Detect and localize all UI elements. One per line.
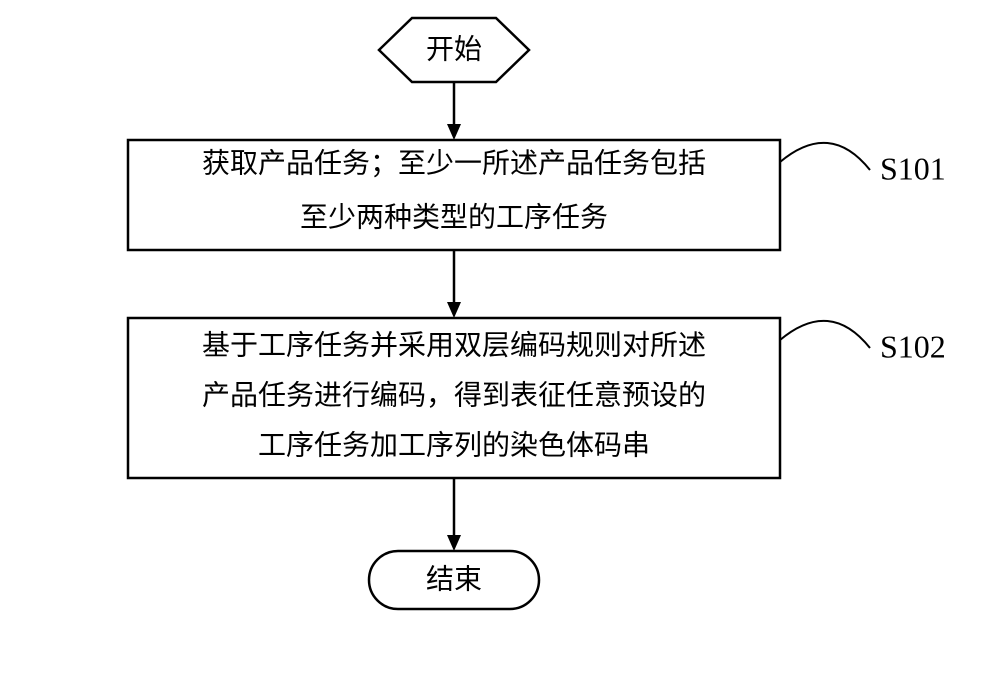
flowchart-canvas: 开始获取产品任务；至少一所述产品任务包括至少两种类型的工序任务基于工序任务并采用… [0, 0, 1000, 685]
callout-label: S101 [880, 150, 946, 186]
start-terminator-label: 开始 [426, 33, 482, 65]
process-s101-text: 至少两种类型的工序任务 [300, 201, 608, 233]
process-s102-text: 工序任务加工序列的染色体码串 [258, 429, 650, 461]
edge-arrowhead [447, 535, 461, 551]
edge-arrowhead [447, 124, 461, 140]
process-s102-text: 产品任务进行编码，得到表征任意预设的 [202, 379, 706, 411]
edge-arrowhead [447, 302, 461, 318]
process-s101-text: 获取产品任务；至少一所述产品任务包括 [202, 147, 706, 179]
callout-curve [780, 321, 870, 348]
callout-label: S102 [880, 328, 946, 364]
end-terminator-label: 结束 [426, 563, 482, 595]
process-s102-text: 基于工序任务并采用双层编码规则对所述 [202, 329, 706, 361]
callout-curve [780, 143, 870, 170]
